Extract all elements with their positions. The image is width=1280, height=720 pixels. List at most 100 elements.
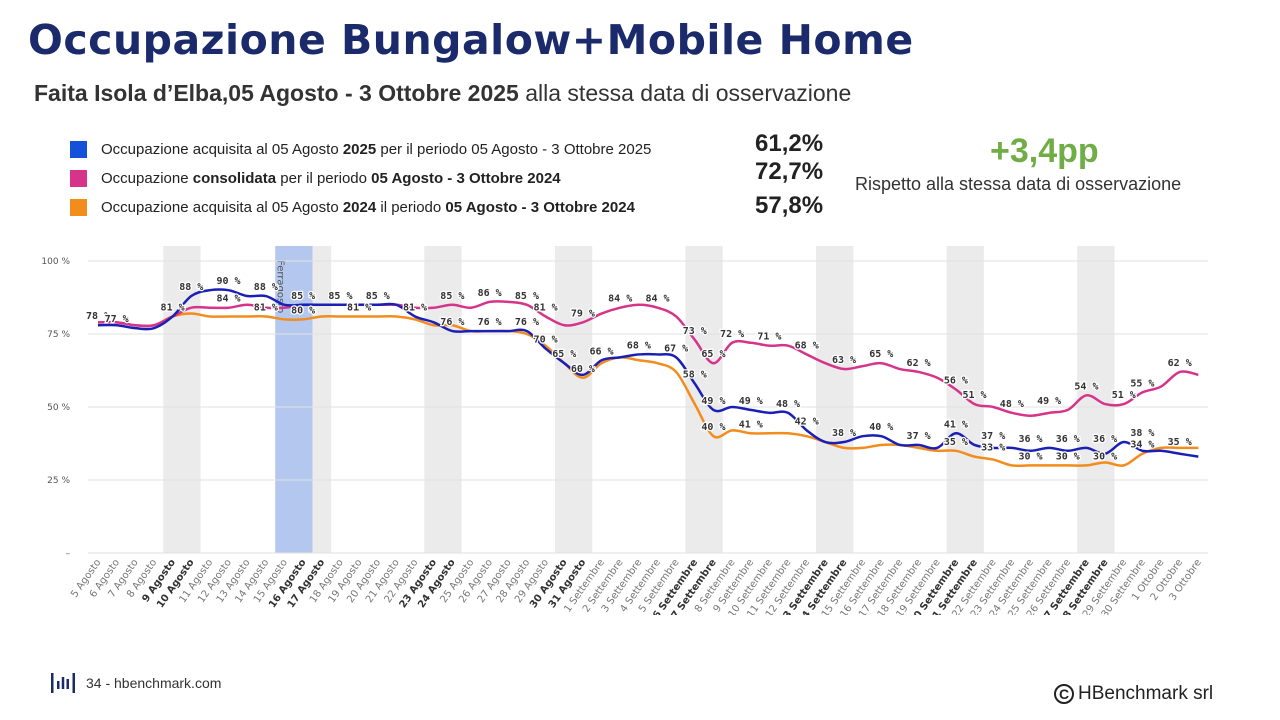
- weekend-band: [816, 246, 854, 553]
- data-label: 58 %: [683, 370, 707, 381]
- copyright-icon: C: [1054, 684, 1074, 704]
- data-label: 36 %: [1093, 434, 1117, 445]
- data-label: 36 %: [1056, 434, 1080, 445]
- data-label: 62 %: [1168, 358, 1192, 369]
- data-label: 38 %: [832, 428, 856, 439]
- copyright: C HBenchmark srl: [1054, 683, 1213, 705]
- weekend-band: [163, 246, 201, 553]
- data-label: 51 %: [1112, 390, 1136, 401]
- legend-value-2024: 57,8%: [755, 192, 824, 219]
- data-label: 38 %: [1130, 428, 1154, 439]
- data-label: 85 %: [366, 291, 390, 302]
- data-label: 84 %: [645, 294, 669, 305]
- data-label: 76 %: [478, 317, 502, 328]
- data-label: 41 %: [739, 419, 763, 430]
- legend-item-2025: Occupazione acquisita al 05 Agosto 2025 …: [70, 138, 651, 160]
- data-label: 37 %: [907, 431, 931, 442]
- hbenchmark-logo-icon: [51, 673, 75, 693]
- legend-text: Occupazione consolidata per il periodo 0…: [101, 169, 561, 187]
- series-line-1: [97, 300, 1199, 418]
- data-label: 63 %: [832, 355, 856, 366]
- legend-value-consolidata: 72,7%: [755, 158, 824, 185]
- y-tick-label: –: [66, 549, 71, 559]
- data-label: 49 %: [739, 396, 763, 407]
- subtitle-rest: alla stessa data di osservazione: [518, 80, 852, 106]
- legend-text: Occupazione acquisita al 05 Agosto 2025 …: [101, 140, 652, 158]
- data-label: 85 %: [440, 291, 464, 302]
- data-label: 49 %: [1037, 396, 1061, 407]
- data-label: 85 %: [515, 291, 539, 302]
- data-label: 71 %: [757, 332, 781, 343]
- delta-value: +3,4pp: [990, 132, 1099, 170]
- data-label: 37 %: [981, 431, 1005, 442]
- data-label: 40 %: [869, 422, 893, 433]
- ferragosto-band: [275, 246, 313, 553]
- legend-text: Occupazione acquisita al 05 Agosto 2024 …: [101, 198, 635, 216]
- data-label: 76 %: [515, 317, 539, 328]
- data-label: 65 %: [701, 349, 725, 360]
- data-label: 54 %: [1074, 381, 1098, 392]
- legend-swatch-pink: [70, 169, 87, 187]
- data-label: 86 %: [478, 288, 502, 299]
- data-label: 51 %: [963, 390, 987, 401]
- legend-item-2024: Occupazione acquisita al 05 Agosto 2024 …: [70, 196, 635, 218]
- data-label: 84 %: [217, 294, 241, 305]
- legend-swatch-blue: [70, 140, 87, 158]
- legend-swatch-orange: [70, 198, 87, 216]
- copyright-text: HBenchmark srl: [1078, 683, 1214, 704]
- data-label: 34 %: [1130, 440, 1154, 451]
- weekend-band: [946, 246, 984, 553]
- data-label: 79 %: [571, 308, 595, 319]
- data-label: 81 %: [403, 302, 427, 313]
- data-label: 72 %: [720, 329, 744, 340]
- data-label: 68 %: [627, 340, 651, 351]
- footer-page-text: 34 - hbenchmark.com: [86, 675, 222, 691]
- data-label: 62 %: [907, 358, 931, 369]
- series-line-0: [97, 288, 1199, 458]
- data-label: 67 %: [664, 343, 688, 354]
- data-label: 88 %: [179, 282, 203, 293]
- delta-note: Rispetto alla stessa data di osservazion…: [855, 174, 1182, 194]
- data-label: 73 %: [683, 326, 707, 337]
- data-label: 77 %: [105, 314, 129, 325]
- data-label: 33 %: [981, 443, 1005, 454]
- data-label: 36 %: [1018, 434, 1042, 445]
- data-label: 60 %: [571, 364, 595, 375]
- data-label: 85 %: [328, 291, 352, 302]
- data-label: 88 %: [254, 282, 278, 293]
- data-label: 41 %: [944, 419, 968, 430]
- subtitle-bold: Faita Isola d’Elba,05 Agosto - 3 Ottobre…: [34, 80, 519, 106]
- data-label: 90 %: [217, 276, 241, 287]
- data-label: 48 %: [776, 399, 800, 410]
- data-label: 30 %: [1093, 451, 1117, 462]
- data-label: 76 %: [440, 317, 464, 328]
- data-label: 55 %: [1130, 378, 1154, 389]
- data-label: 56 %: [944, 375, 968, 386]
- data-label: 40 %: [701, 422, 725, 433]
- y-tick-label: 50 %: [47, 403, 70, 413]
- data-label: 42 %: [795, 416, 819, 427]
- data-label: 81 %: [161, 302, 185, 313]
- data-label: 65 %: [552, 349, 576, 360]
- data-label: 35 %: [1168, 437, 1192, 448]
- weekend-band: [554, 246, 593, 553]
- ferragosto-label: Ferragosto: [275, 260, 286, 313]
- data-label: 81 %: [254, 302, 278, 313]
- data-label: 81 %: [347, 302, 371, 313]
- data-label: 78 %: [86, 311, 110, 322]
- legend-item-consolidata: Occupazione consolidata per il periodo 0…: [70, 167, 561, 189]
- legend-value-2025: 61,2%: [755, 130, 824, 157]
- data-label: 30 %: [1056, 451, 1080, 462]
- data-label: 68 %: [795, 340, 819, 351]
- data-label: 49 %: [701, 396, 725, 407]
- data-label: 80 %: [291, 305, 315, 316]
- weekend-band: [424, 246, 462, 553]
- data-label: 85 %: [291, 291, 315, 302]
- data-label: 48 %: [1000, 399, 1024, 410]
- data-label: 84 %: [608, 294, 632, 305]
- data-label: 81 %: [534, 302, 558, 313]
- data-label: 65 %: [869, 349, 893, 360]
- series-line-2: [97, 312, 1199, 468]
- page-title: Occupazione Bungalow+Mobile Home: [28, 16, 914, 64]
